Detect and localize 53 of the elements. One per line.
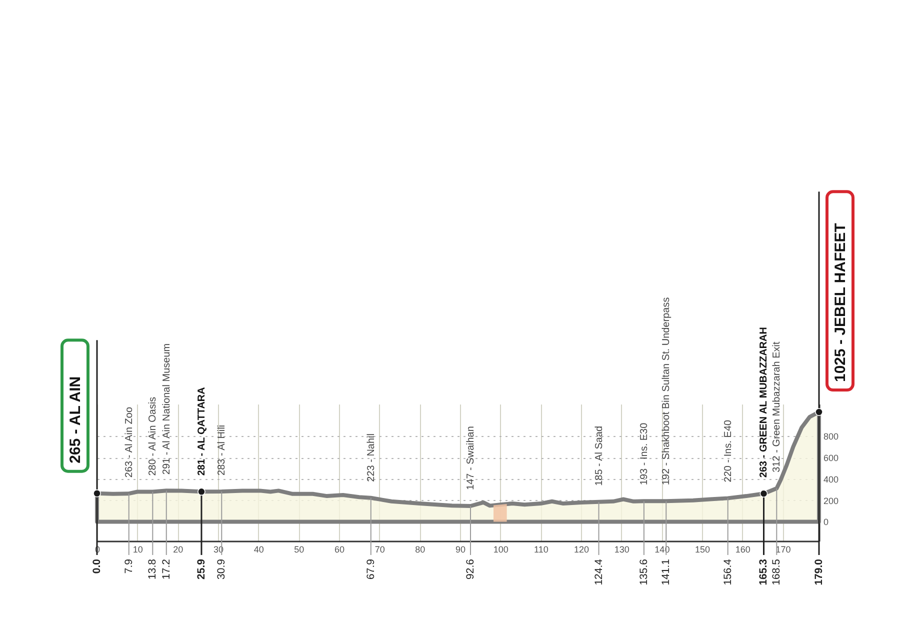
annotation: 263 - GREEN AL MUBAZZARAH [758, 327, 770, 478]
annotation: 193 - Ins. E30 [638, 422, 650, 486]
y-tick-label: 0 [824, 517, 829, 528]
ref-line-label: 17.2 [160, 558, 172, 580]
x-tick-label: 80 [415, 544, 426, 554]
x-tick-label: 150 [695, 544, 710, 554]
annotation: 263 - Al Ain Zoo [124, 406, 135, 478]
annotation: 220 - Ins. E40 [722, 419, 734, 482]
x-tick-label: 70 [374, 544, 385, 554]
y-tick-label: 200 [824, 496, 839, 506]
x-tick-label: 60 [334, 544, 345, 554]
annotation: 312 - Green Mubazzarah Exit [772, 342, 783, 472]
ref-line-label: 25.9 [195, 558, 208, 580]
x-tick-label: 120 [574, 544, 590, 554]
ref-line-label: 67.9 [364, 558, 377, 580]
x-tick-label: 90 [456, 544, 466, 554]
y-tick-label: 400 [824, 474, 839, 484]
x-tick-label: 160 [735, 544, 750, 554]
ref-line-label: 165.3 [758, 558, 770, 586]
x-tick-label: 110 [534, 544, 548, 554]
ref-line-label: 168.5 [770, 558, 783, 586]
ref-line-label: 30.9 [216, 558, 228, 580]
annotation: 265 - AL AIN [67, 376, 84, 464]
ref-line-label: 179.0 [813, 558, 825, 586]
point [760, 490, 768, 498]
ref-line-label: 135.6 [638, 558, 650, 586]
ref-line-label: 156.4 [722, 558, 734, 586]
x-tick-label: 130 [614, 544, 630, 554]
ref-line-label: 7.9 [122, 558, 135, 574]
y-tick-label: 800 [824, 432, 839, 442]
annotation: 283 - Al Hili [216, 424, 228, 476]
annotation: 281 - AL QATTARA [196, 387, 208, 476]
annotation: 280 - Al Ain Oasis [148, 396, 159, 476]
x-tick-label: 20 [173, 544, 184, 554]
y-tick-label: 600 [824, 453, 839, 464]
ref-line-label: 92.6 [464, 558, 477, 580]
annotation: 185 - Al Saad [594, 426, 605, 486]
ref-line-label: 124.4 [592, 558, 605, 586]
x-tick-label: 40 [254, 544, 264, 554]
point [93, 489, 101, 498]
point [198, 488, 206, 496]
ref-line-label: 13.8 [146, 558, 159, 580]
annotation: 291 - Al Ain National Museum [161, 343, 172, 475]
x-tick-label: 50 [294, 544, 304, 554]
annotation: 1025 - JEBEL HAFEET [832, 223, 849, 382]
annotation: 192 - Shakhboot Bin Sultan St. Underpass [661, 297, 672, 486]
x-tick-label: 10 [132, 544, 143, 554]
ref-line-label: 141.1 [660, 558, 672, 586]
annotation: 147 - Swaihan [466, 426, 477, 490]
annotation: 223 - Nahil [366, 434, 377, 482]
ref-line-label: 0.0 [91, 558, 103, 574]
x-tick-label: 100 [493, 544, 508, 554]
point [815, 408, 823, 416]
